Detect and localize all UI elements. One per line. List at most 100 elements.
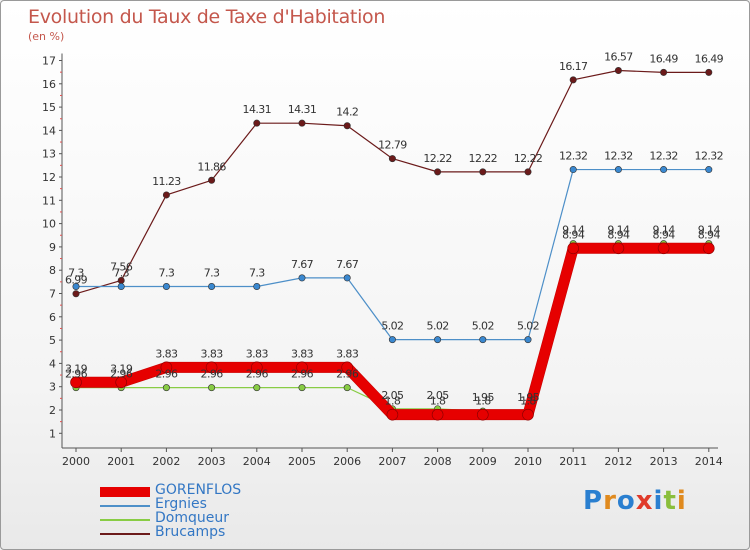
y-tick-label: 6 (49, 311, 56, 324)
data-point (569, 166, 577, 174)
legend-swatch (100, 487, 150, 497)
y-tick-label: 5 (49, 334, 56, 347)
data-point (569, 76, 577, 84)
x-tick-label: 2001 (107, 455, 135, 468)
data-point (479, 336, 487, 344)
legend-label: GORENFLOS (155, 482, 242, 498)
x-tick-label: 2002 (152, 455, 180, 468)
data-label: 9.14 (607, 224, 630, 237)
data-point (162, 283, 170, 291)
data-label: 3.83 (201, 347, 224, 360)
data-point (524, 168, 532, 176)
logo-letter: P (583, 486, 604, 516)
data-label: 3.19 (65, 362, 88, 375)
y-tick-label: 11 (42, 194, 56, 207)
data-point (705, 166, 713, 174)
data-label: 12.32 (604, 150, 633, 163)
data-label: 1.8 (430, 395, 446, 408)
data-label: 5.02 (472, 320, 494, 333)
data-point (660, 68, 668, 76)
data-label: 1.95 (472, 391, 495, 404)
data-point (431, 408, 444, 421)
x-tick-label: 2007 (378, 455, 406, 468)
data-label: 3.83 (336, 347, 359, 360)
data-point (343, 384, 351, 392)
y-axis-unit: (en %) (28, 30, 65, 43)
data-label: 7.67 (336, 258, 359, 271)
data-point (388, 336, 396, 344)
data-label: 6.99 (65, 274, 88, 287)
data-point (298, 119, 306, 127)
data-label: 16.17 (559, 60, 588, 73)
data-label: 2.05 (381, 389, 404, 402)
data-label: 2.96 (155, 368, 178, 381)
data-point (298, 274, 306, 282)
data-label: 16.49 (695, 52, 724, 65)
series-ergnies (72, 166, 713, 344)
data-point (343, 274, 351, 282)
data-label: 9.14 (653, 224, 676, 237)
data-label: 2.96 (336, 368, 359, 381)
legend-swatch (100, 519, 150, 521)
data-point (72, 290, 80, 298)
legend-label: Brucamps (155, 524, 226, 540)
data-point (253, 119, 261, 127)
y-tick-label: 1 (49, 427, 56, 440)
data-label: 12.32 (649, 150, 678, 163)
data-point (253, 384, 261, 392)
data-label: 16.49 (649, 52, 678, 65)
data-label: 5.02 (427, 320, 449, 333)
x-tick-label: 2000 (62, 455, 90, 468)
data-point (70, 376, 82, 389)
series-line (75, 168, 710, 341)
data-point (162, 191, 170, 199)
data-label: 2.96 (110, 368, 133, 381)
data-point (208, 283, 216, 291)
y-tick-label: 13 (42, 148, 56, 161)
data-label: 2.96 (201, 368, 224, 381)
logo-letter: i (653, 486, 664, 516)
y-tick-label: 15 (42, 101, 56, 114)
x-tick-label: 2003 (198, 455, 226, 468)
data-point (205, 361, 218, 374)
logo-letter: i (676, 486, 687, 516)
x-tick-label: 2006 (333, 455, 361, 468)
data-label: 12.22 (514, 152, 543, 165)
data-label: 2.96 (291, 368, 314, 381)
y-tick-label: 3 (49, 381, 56, 394)
data-point (117, 283, 125, 291)
proxiti-logo[interactable]: Proxiti (583, 486, 687, 516)
y-tick-label: 12 (42, 171, 56, 184)
data-label: 2.96 (246, 368, 269, 381)
logo-letter: x (635, 486, 654, 516)
y-tick-label: 17 (42, 55, 56, 68)
data-point (72, 283, 80, 291)
data-label: 7.3 (204, 267, 220, 280)
legend-label: Ergnies (155, 496, 207, 512)
x-tick-label: 2012 (604, 455, 632, 468)
y-tick-label: 4 (49, 357, 56, 370)
data-point (524, 336, 532, 344)
data-point (115, 376, 127, 389)
data-point (208, 176, 216, 184)
data-point (253, 283, 261, 291)
logo-letter: r (603, 486, 617, 516)
data-label: 9.14 (562, 224, 585, 237)
series-gorenflos (70, 242, 715, 421)
data-label: 7.3 (249, 267, 265, 280)
data-point (250, 361, 263, 374)
data-label: 3.19 (110, 362, 133, 375)
data-label: 7.56 (110, 260, 133, 273)
data-point (341, 361, 354, 374)
data-label: 5.02 (381, 320, 403, 333)
data-label: 12.32 (695, 150, 724, 163)
data-point (160, 361, 173, 374)
series-brucamps (72, 67, 713, 298)
data-label: 7.3 (68, 267, 84, 280)
data-label: 14.31 (288, 103, 317, 116)
data-point (434, 336, 442, 344)
y-tick-label: 9 (49, 241, 56, 254)
data-label: 14.2 (336, 106, 358, 119)
data-label: 1.8 (385, 395, 401, 408)
data-label: 2.96 (65, 368, 88, 381)
